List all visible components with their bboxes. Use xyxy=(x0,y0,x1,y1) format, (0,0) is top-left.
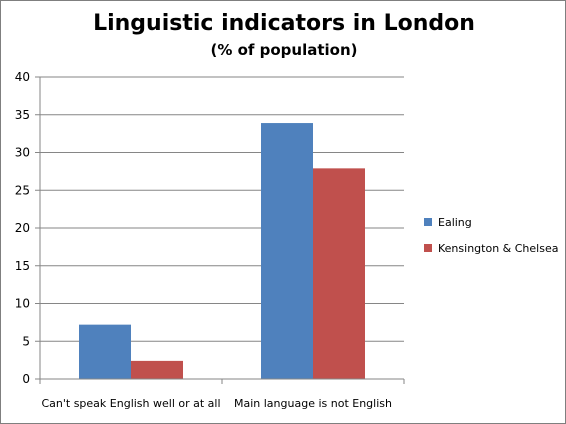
legend: Ealing Kensington & Chelsea xyxy=(424,216,558,255)
bars xyxy=(79,123,365,380)
bar-ealing-0 xyxy=(79,324,131,379)
y-tick-label: 0 xyxy=(22,372,30,386)
y-tick-label: 15 xyxy=(15,259,30,273)
y-axis: 0 5 10 15 20 25 30 35 40 xyxy=(15,70,41,386)
bar-ealing-1 xyxy=(261,123,313,380)
bar-kensington-chelsea-0 xyxy=(131,360,183,379)
y-tick-label: 40 xyxy=(15,70,30,84)
y-tick-label: 20 xyxy=(15,221,30,235)
y-tick-label: 25 xyxy=(15,183,30,197)
y-tick-label: 5 xyxy=(22,334,30,348)
x-category-label: Main language is not English xyxy=(234,397,392,410)
x-axis: Can't speak English well or at all Main l… xyxy=(39,378,405,410)
chart-subtitle: (% of population) xyxy=(210,41,358,59)
legend-label: Kensington & Chelsea xyxy=(438,242,558,255)
y-tick-label: 10 xyxy=(15,297,30,311)
y-tick-label: 30 xyxy=(15,146,30,160)
y-tick-label: 35 xyxy=(15,108,30,122)
legend-label: Ealing xyxy=(438,216,472,229)
chart-title: Linguistic indicators in London xyxy=(93,11,475,36)
legend-swatch xyxy=(424,244,432,252)
bar-kensington-chelsea-1 xyxy=(313,168,365,379)
legend-swatch xyxy=(424,218,432,226)
x-category-label: Can't speak English well or at all xyxy=(41,397,220,410)
